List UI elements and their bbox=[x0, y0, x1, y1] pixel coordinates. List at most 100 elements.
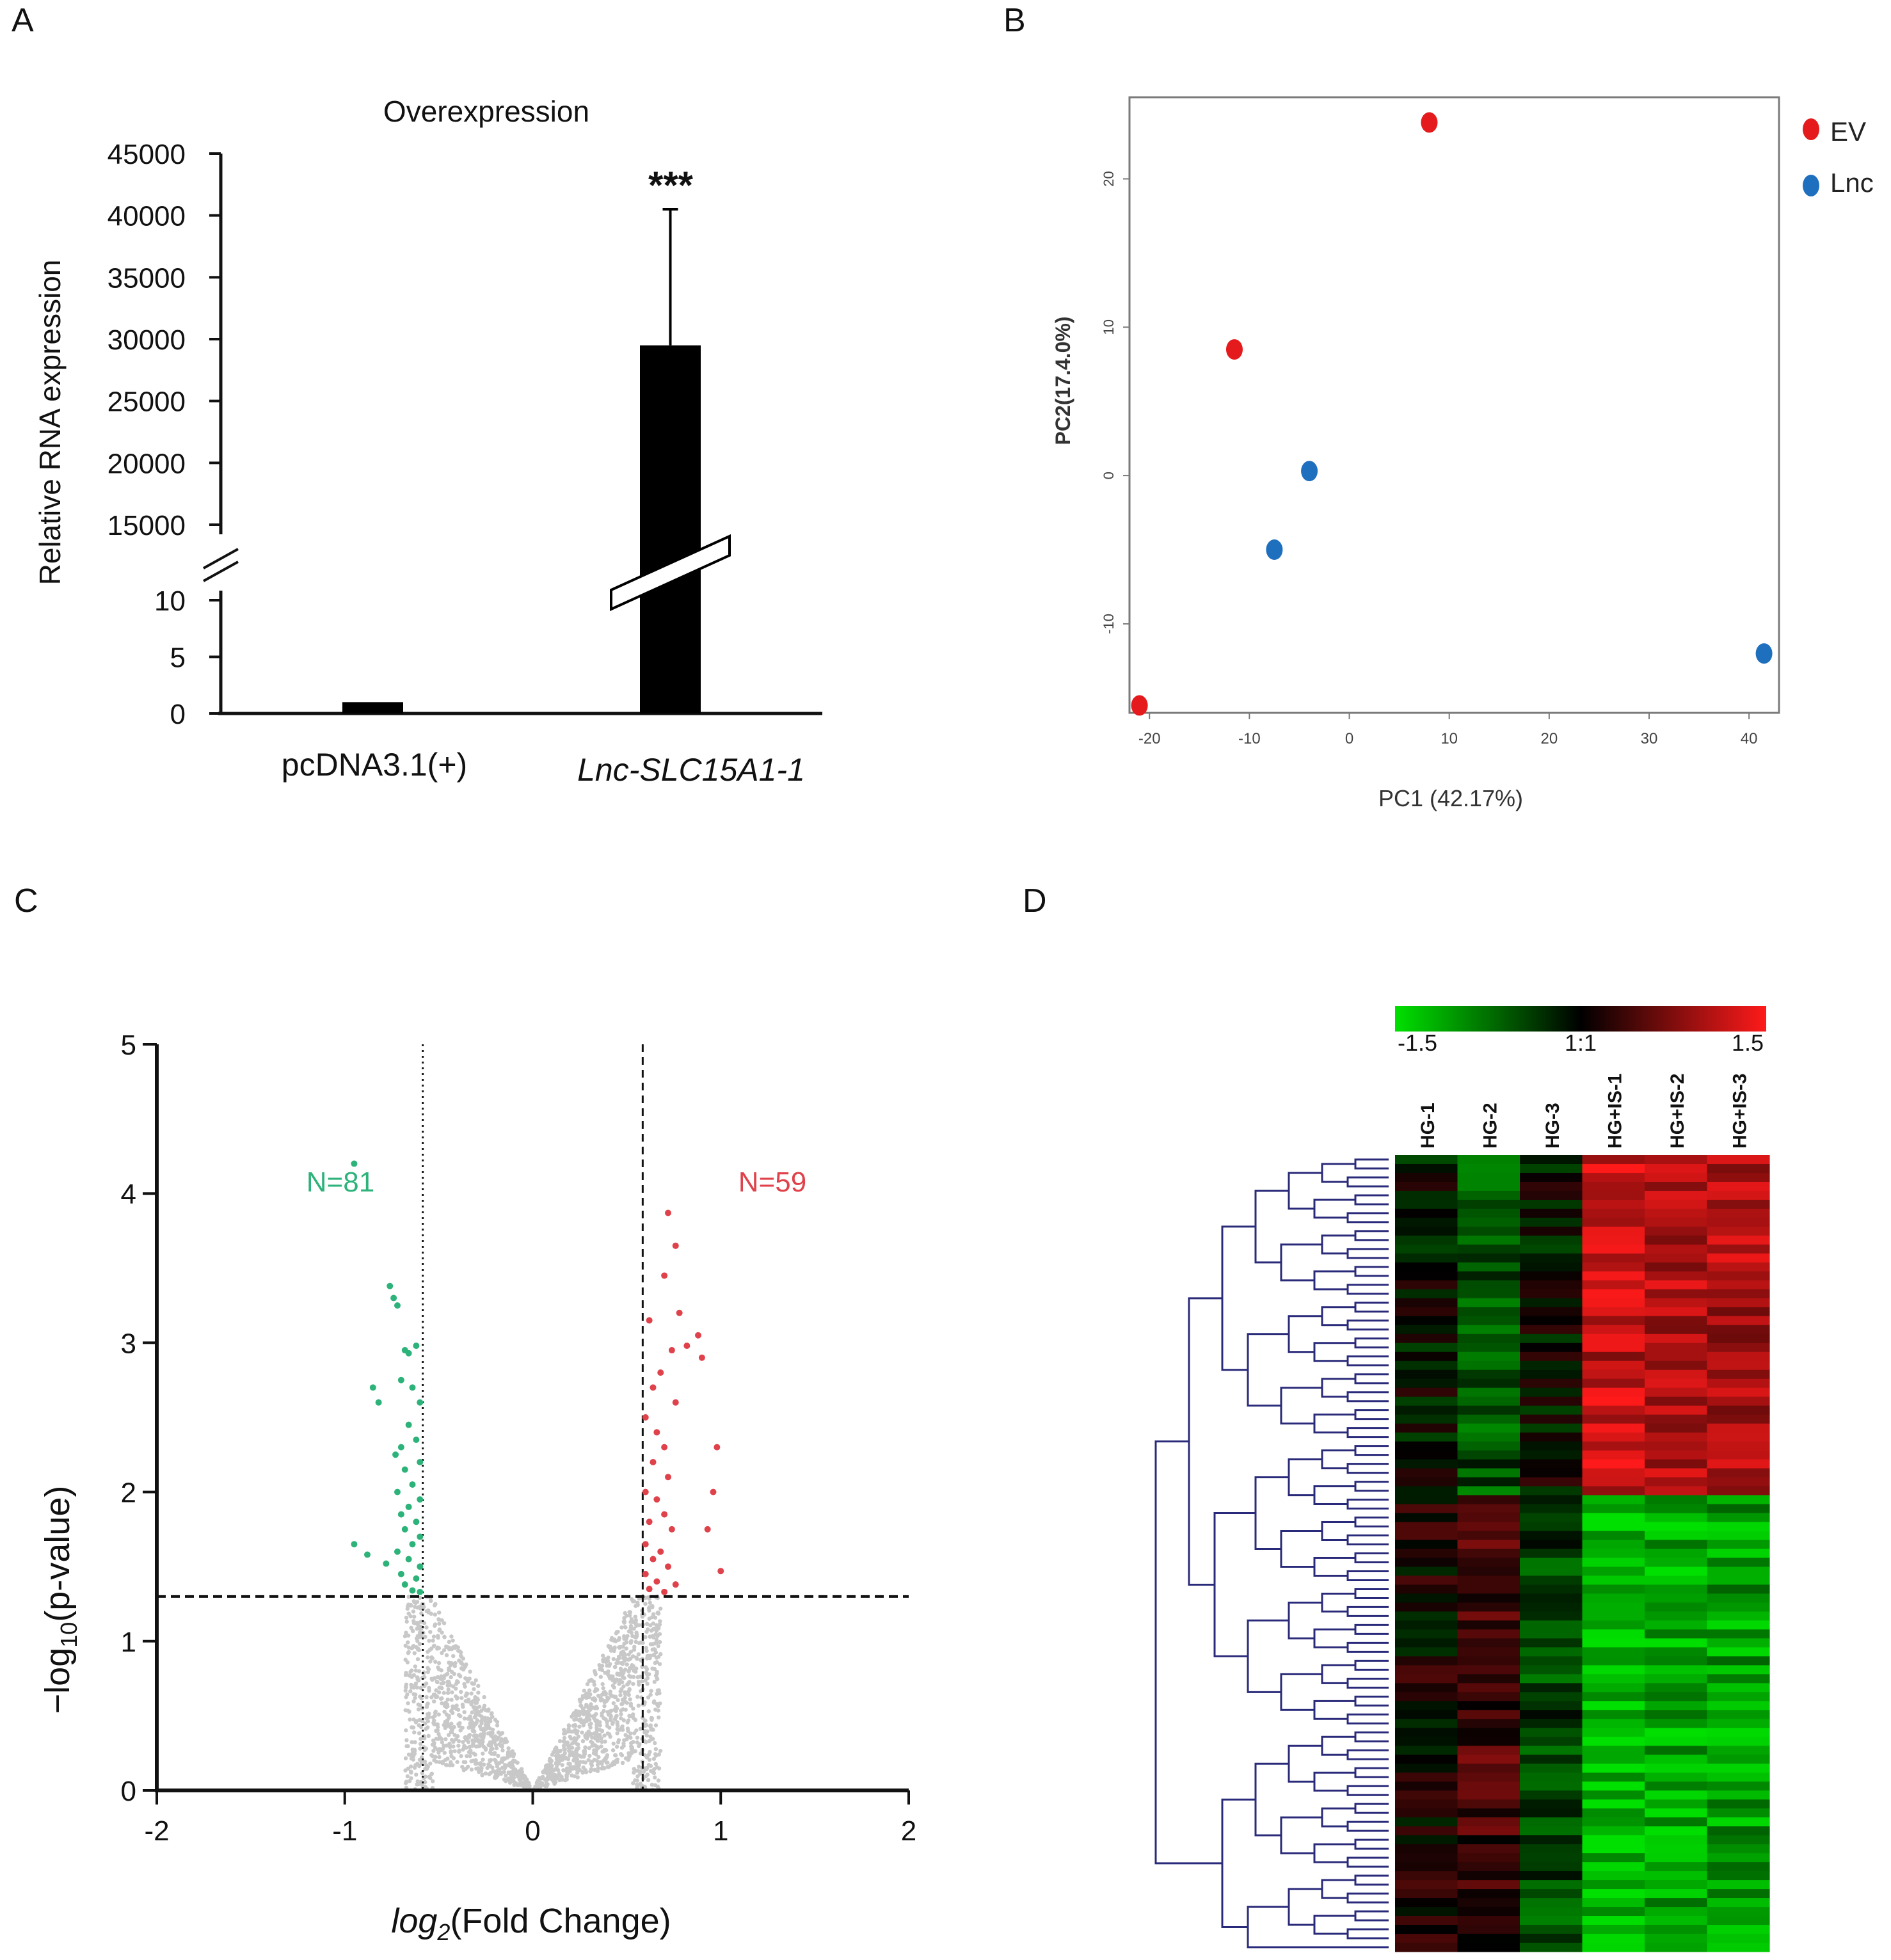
heatmap-cell bbox=[1520, 1316, 1583, 1326]
heatmap-cell bbox=[1707, 1343, 1770, 1353]
ns-point bbox=[582, 1755, 586, 1759]
heatmap-cell bbox=[1645, 1414, 1708, 1424]
ns-point bbox=[644, 1646, 648, 1650]
ns-point bbox=[624, 1640, 629, 1645]
ns-point bbox=[634, 1604, 638, 1608]
volcano-xlabel-sub: 2 bbox=[436, 1919, 450, 1945]
heatmap-cell bbox=[1520, 1477, 1583, 1487]
heatmap-cell bbox=[1707, 1208, 1770, 1218]
heatmap-cell bbox=[1645, 1540, 1708, 1550]
up-point bbox=[646, 1518, 653, 1526]
y-tick-label: 30000 bbox=[108, 324, 186, 356]
heatmap-cell bbox=[1520, 1665, 1583, 1675]
ns-point bbox=[653, 1707, 658, 1712]
pca-point-ev bbox=[1131, 695, 1148, 716]
heatmap-colorbar bbox=[1395, 1006, 1766, 1032]
ns-point bbox=[596, 1733, 601, 1737]
heatmap-cell bbox=[1520, 1504, 1583, 1514]
heatmap-cell bbox=[1707, 1486, 1770, 1496]
ns-point bbox=[406, 1595, 411, 1599]
heatmap-cell bbox=[1395, 1316, 1458, 1326]
heatmap-cell bbox=[1520, 1826, 1583, 1836]
ns-point bbox=[454, 1737, 458, 1742]
up-point bbox=[642, 1488, 649, 1495]
heatmap-cell bbox=[1520, 1199, 1583, 1209]
down-point bbox=[397, 1511, 404, 1518]
heatmap-cell bbox=[1457, 1764, 1520, 1773]
heatmap-cell bbox=[1582, 1432, 1645, 1442]
ns-point bbox=[451, 1704, 455, 1709]
heatmap-cell bbox=[1395, 1199, 1458, 1209]
heatmap-cell bbox=[1395, 1217, 1458, 1227]
ns-point bbox=[617, 1636, 621, 1641]
heatmap-cell bbox=[1645, 1190, 1708, 1200]
down-point bbox=[383, 1560, 390, 1567]
ns-point bbox=[631, 1682, 635, 1686]
heatmap-cell bbox=[1582, 1199, 1645, 1209]
heatmap-cell bbox=[1707, 1360, 1770, 1371]
ns-point bbox=[455, 1760, 459, 1764]
heatmap-cell bbox=[1582, 1647, 1645, 1657]
dendrogram-branch bbox=[1280, 1243, 1322, 1282]
panel-label-c: C bbox=[14, 882, 38, 920]
heatmap-cell bbox=[1582, 1584, 1645, 1595]
ns-point bbox=[456, 1734, 460, 1739]
down-point bbox=[409, 1587, 416, 1594]
ns-point bbox=[645, 1672, 650, 1677]
ns-point bbox=[442, 1751, 447, 1755]
dendrogram-branch bbox=[1354, 1230, 1389, 1241]
ns-point bbox=[428, 1659, 433, 1664]
ns-point bbox=[472, 1729, 477, 1734]
pca-x-ticks: -20 -10 0 10 20 30 40 bbox=[1138, 713, 1758, 747]
heatmap-cell bbox=[1707, 1450, 1770, 1460]
ns-point bbox=[404, 1671, 408, 1675]
ns-point bbox=[490, 1714, 495, 1719]
dendrogram-branch bbox=[1321, 1735, 1355, 1756]
ns-point bbox=[637, 1623, 641, 1628]
ns-point bbox=[436, 1665, 440, 1670]
ns-point bbox=[437, 1621, 442, 1626]
ns-point bbox=[472, 1707, 477, 1712]
heatmap-cell bbox=[1582, 1226, 1645, 1236]
heatmap-cell bbox=[1520, 1835, 1583, 1845]
ns-point bbox=[608, 1691, 612, 1696]
heatmap-cell bbox=[1457, 1208, 1520, 1218]
ns-point bbox=[481, 1726, 486, 1731]
ns-point bbox=[405, 1774, 410, 1779]
pca-legend: EV Lnc bbox=[1803, 116, 1874, 198]
heatmap-cell bbox=[1582, 1325, 1645, 1335]
heatmap-cell bbox=[1707, 1405, 1770, 1415]
heatmap-cell bbox=[1457, 1826, 1520, 1836]
ns-point bbox=[578, 1760, 583, 1764]
up-point bbox=[657, 1548, 664, 1555]
ns-point bbox=[525, 1783, 529, 1789]
down-point bbox=[401, 1466, 408, 1473]
volcano-y-tick-label: 5 bbox=[121, 1030, 136, 1061]
heatmap-cell bbox=[1707, 1683, 1770, 1693]
heatmap-cell bbox=[1707, 1495, 1770, 1505]
ns-point bbox=[442, 1648, 447, 1653]
ns-point bbox=[443, 1700, 448, 1705]
down-point bbox=[369, 1384, 376, 1391]
heatmap-cell bbox=[1645, 1155, 1708, 1165]
ns-point bbox=[600, 1766, 604, 1771]
heatmap-cell bbox=[1520, 1190, 1583, 1200]
ns-point bbox=[593, 1672, 598, 1677]
heatmap-cell bbox=[1395, 1190, 1458, 1200]
dendrogram-branch bbox=[1354, 1838, 1389, 1850]
ns-point bbox=[635, 1735, 640, 1740]
ns-point bbox=[428, 1630, 433, 1634]
ns-point bbox=[410, 1750, 415, 1755]
pca-y-tick-label: 0 bbox=[1101, 472, 1117, 479]
panel-label-a: A bbox=[12, 2, 34, 39]
ns-point bbox=[641, 1769, 646, 1774]
dendrogram-branch bbox=[1280, 1673, 1322, 1711]
ns-point bbox=[595, 1769, 600, 1773]
ns-point bbox=[412, 1614, 417, 1619]
heatmap-cell bbox=[1582, 1190, 1645, 1200]
volcano-ylabel-sub: 10 bbox=[56, 1622, 82, 1648]
ns-point bbox=[442, 1634, 447, 1639]
ns-point bbox=[621, 1744, 626, 1748]
heatmap-cell bbox=[1582, 1808, 1645, 1818]
ns-point bbox=[632, 1647, 637, 1652]
